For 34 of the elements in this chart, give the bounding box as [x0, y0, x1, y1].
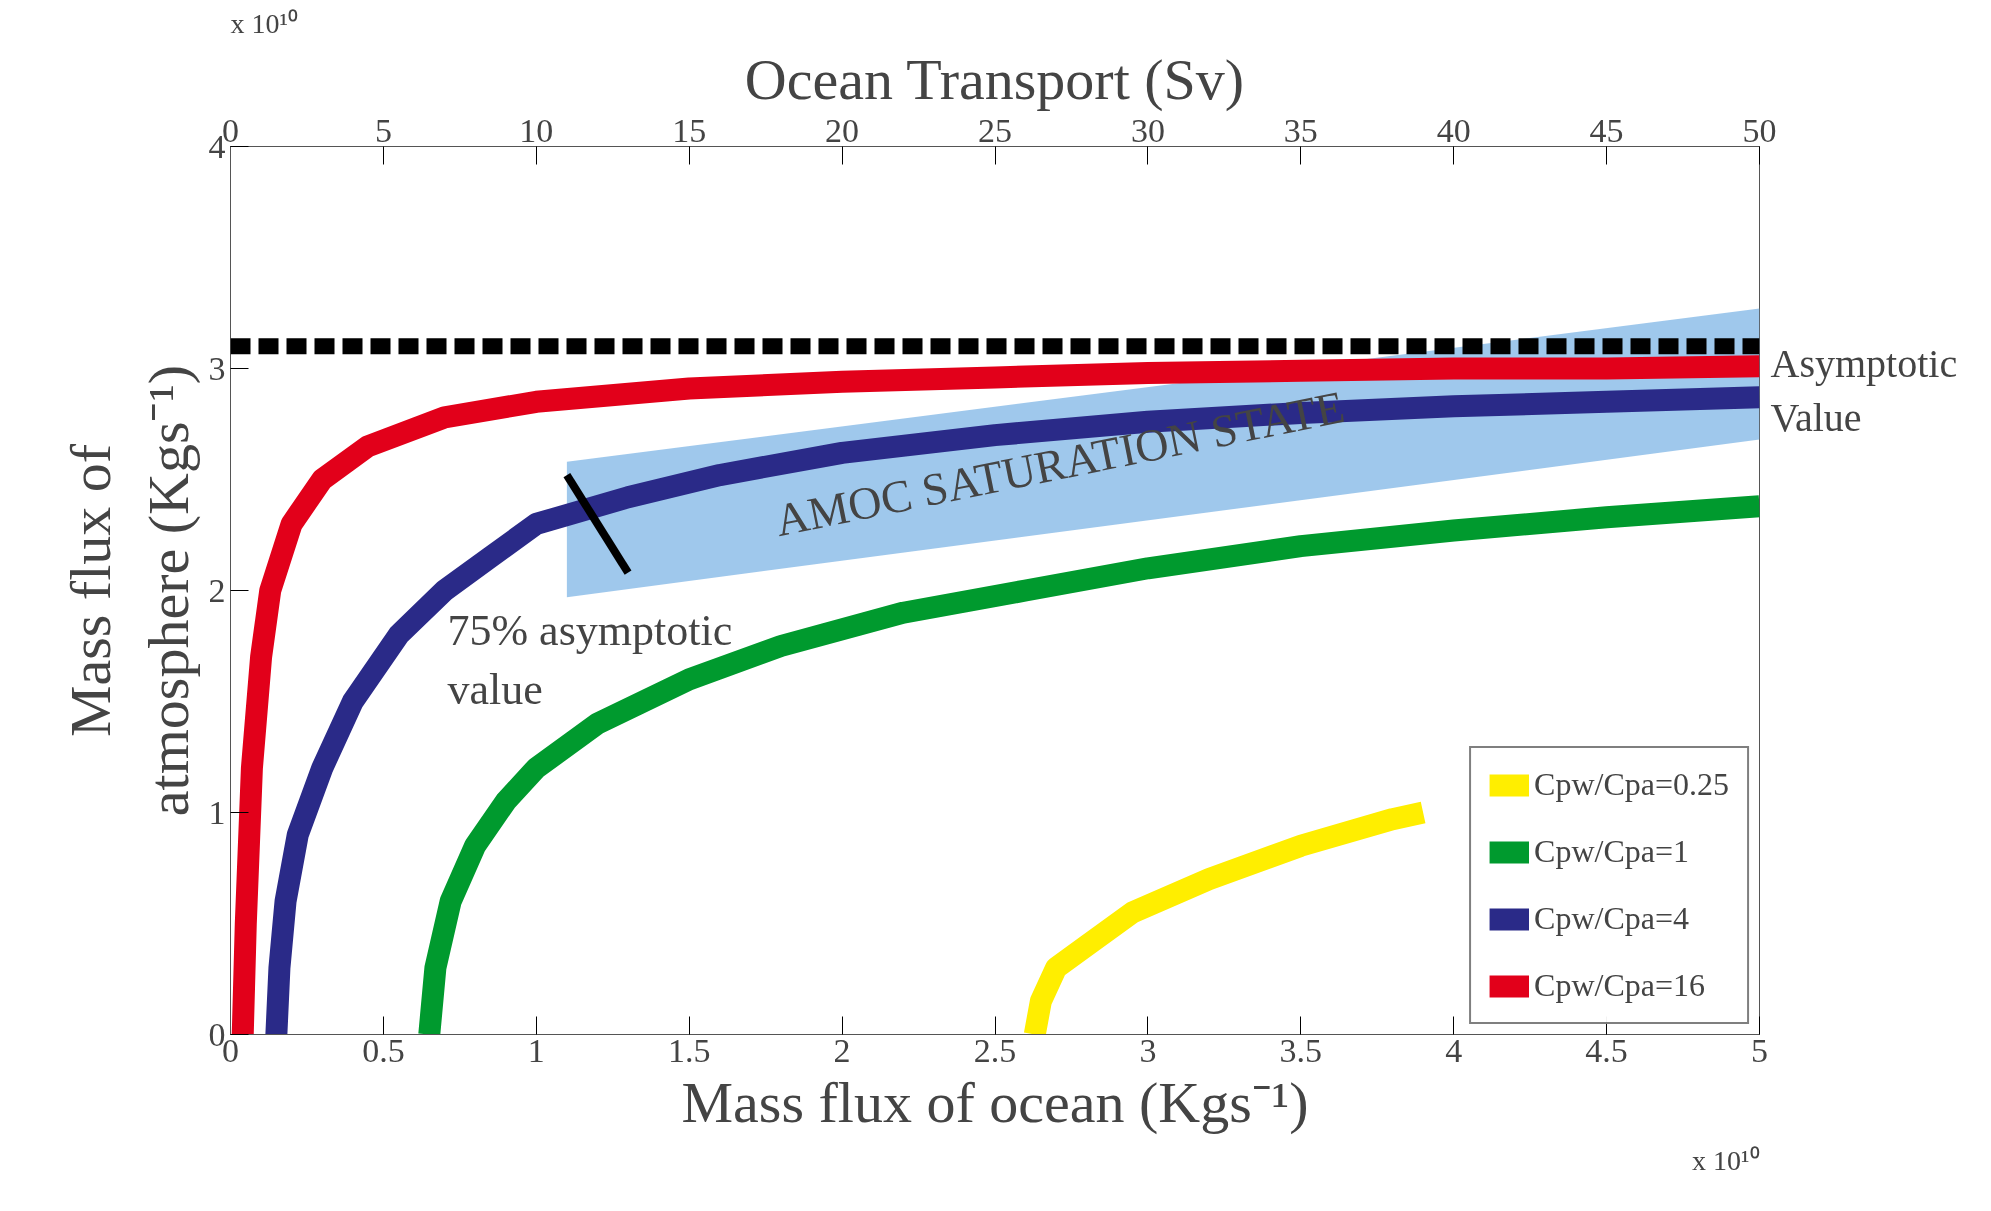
annotation: 75% asymptotic value	[447, 606, 733, 714]
x2-tick-label: 40	[1436, 111, 1471, 149]
x2-tick-label: 45	[1589, 111, 1624, 149]
text: x 10¹⁰	[230, 7, 298, 39]
x2-tick-label: 15	[672, 111, 707, 149]
legend-label: Cpw/Cpa=0.25	[1534, 766, 1729, 803]
x2-tick-label: 35	[1283, 111, 1318, 149]
legend-label: Cpw/Cpa=4	[1534, 900, 1689, 937]
x2-tick-label: 25	[978, 111, 1012, 149]
x-tick-label: 4.5	[1585, 1031, 1628, 1069]
x-tick-label: 5	[1751, 1031, 1768, 1069]
text: x 10¹⁰	[1692, 1144, 1760, 1176]
x2-axis-title: Ocean Transport (Sv)	[744, 46, 1245, 112]
x2-tick-label: 5	[374, 111, 392, 149]
y-axis-title: Mass flux of atmosphere (Kgs⁻¹)	[57, 364, 201, 817]
y-tick-label: 3	[208, 349, 226, 387]
x2-tick-label: 10	[519, 111, 554, 149]
x-tick-label: 1	[527, 1031, 545, 1069]
x2-tick-label: 30	[1130, 111, 1165, 149]
legend-label: Cpw/Cpa=16	[1534, 967, 1705, 1004]
x-tick-label: 3	[1139, 1031, 1157, 1069]
x2-tick-label: 50	[1742, 111, 1777, 149]
x-axis-title: Mass flux of ocean (Kgs⁻¹)	[681, 1069, 1309, 1135]
legend-label: Cpw/Cpa=1	[1534, 833, 1689, 870]
x2-tick-label: 20	[825, 111, 860, 149]
x-tick-label: 2	[833, 1031, 851, 1069]
y-tick-label: 2	[208, 571, 226, 609]
x-tick-label: 4	[1445, 1031, 1463, 1069]
x-tick-label: 1.5	[667, 1031, 711, 1069]
y-tick-label: 1	[208, 793, 226, 831]
ref-line-label: Asymptotic Value	[1770, 341, 1958, 441]
x-tick-label: 2.5	[973, 1031, 1017, 1069]
x-tick-label: 3.5	[1279, 1031, 1323, 1069]
x-tick-label: 0.5	[362, 1031, 405, 1069]
